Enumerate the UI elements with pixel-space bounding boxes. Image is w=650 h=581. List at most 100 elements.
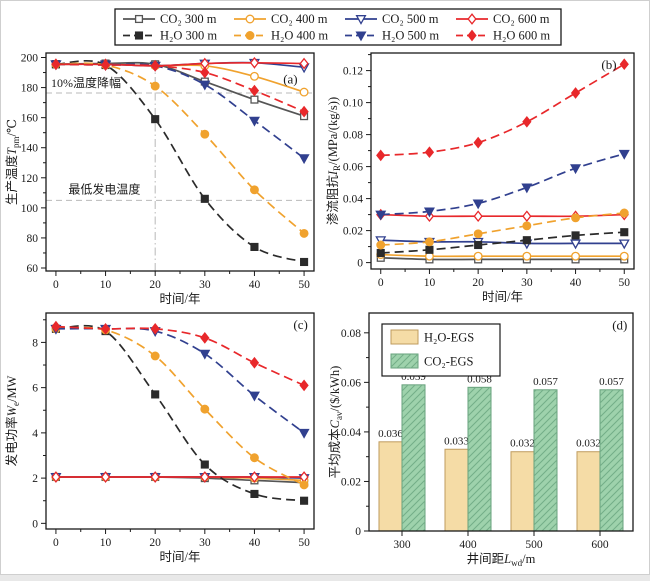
subplot-tag: (d)	[612, 317, 627, 332]
circle-marker	[245, 14, 255, 24]
plot-border	[370, 52, 635, 270]
bar-legend: H₂O-EGS CO₂-EGS	[381, 323, 501, 377]
y-tick-label: 200	[21, 53, 39, 65]
bar-value-label: 0.032	[510, 438, 535, 450]
circle-marker	[571, 251, 581, 261]
diamond-marker	[570, 87, 581, 99]
legend-label: CO₂-EGS	[424, 355, 474, 369]
circle-marker	[249, 71, 259, 81]
diamond-marker	[249, 84, 260, 97]
tri-marker	[618, 149, 630, 160]
legend-entry-CO2_400: CO₂ 400 m	[234, 12, 328, 26]
chart-c: 0 10 20 30 40 50 0 2 4 6 8 时间/年 发电功率We/MW (c)	[4, 312, 315, 564]
x-tick-label: 30	[199, 537, 211, 549]
circle-marker	[376, 240, 386, 250]
series-H2O_300	[51, 59, 309, 267]
legend-entry-CO2_600: CO₂ 600 m	[456, 12, 550, 26]
square-marker	[250, 489, 259, 498]
y-tick-label: 180	[21, 83, 39, 95]
square-marker	[571, 231, 580, 240]
y-tick-label: 6	[32, 383, 38, 395]
diamond-marker	[100, 471, 111, 483]
diamond-marker	[522, 210, 532, 223]
x-tick-label: 30	[199, 279, 211, 291]
y-axis-title: 发电功率We/MW	[4, 375, 21, 466]
series-H2O_600	[51, 58, 309, 118]
x-axis-title: 时间/年	[482, 290, 523, 304]
subplot-tag: (a)	[283, 72, 297, 87]
bar-CO₂-EGS-500: 0.057	[533, 376, 558, 532]
square-marker	[200, 194, 209, 203]
x-tick-label: 40	[570, 277, 582, 289]
square-marker	[300, 257, 309, 267]
series-CO2_300	[51, 472, 309, 487]
legend-label: H₂O 600 m	[493, 29, 550, 43]
square-marker	[620, 228, 629, 237]
y-tick-label: 0.08	[341, 328, 361, 340]
x-tick-label: 20	[149, 279, 161, 291]
legend-entry-CO2_300: CO₂ 300 m	[123, 12, 217, 26]
circle-marker	[619, 208, 629, 218]
square-marker	[134, 14, 144, 24]
legend-label: H₂O 300 m	[160, 29, 217, 43]
square-marker	[151, 115, 160, 124]
diamond-marker	[249, 56, 260, 69]
tri-marker	[298, 154, 310, 165]
circle-marker	[522, 251, 532, 261]
x-tick-label: 50	[298, 537, 310, 549]
diamond-marker	[299, 57, 309, 70]
circle-marker	[150, 81, 160, 91]
y-tick-label: 0	[357, 258, 363, 270]
diamond-marker	[150, 322, 160, 335]
legend-label: CO₂ 300 m	[160, 12, 217, 26]
circle-marker	[200, 129, 210, 139]
tri-marker	[521, 183, 533, 194]
circle-marker	[150, 351, 160, 361]
diamond-marker	[376, 149, 386, 162]
diamond-marker	[473, 210, 483, 223]
diamond-marker	[249, 356, 260, 369]
y-tick-label: 140	[21, 143, 39, 155]
circle-marker	[299, 228, 309, 238]
diamond-marker	[51, 471, 61, 483]
square-marker	[376, 248, 385, 258]
diamond-marker	[200, 471, 210, 483]
legend-label: CO₂ 400 m	[271, 12, 328, 26]
plot-border	[45, 312, 315, 530]
y-tick-label: 60	[27, 263, 39, 275]
square-marker	[522, 236, 531, 245]
diamond-marker	[473, 136, 483, 149]
y-tick-label: 80	[27, 233, 39, 245]
y-tick-label: 0.12	[343, 66, 363, 78]
y-axis-title: 生产温度Tpm/℃	[4, 119, 21, 205]
square-marker	[134, 31, 144, 40]
diamond-marker	[467, 13, 477, 25]
y-tick-label: 0.10	[343, 98, 363, 110]
square-marker	[250, 95, 259, 104]
tri-marker	[570, 164, 582, 175]
x-axis-title: 时间/年	[160, 292, 201, 306]
series-H2O_600	[376, 58, 629, 162]
y-tick-label: 8	[32, 337, 38, 349]
bar-value-label: 0.036	[378, 428, 403, 440]
bar-H₂O-EGS-400: 0.033	[444, 435, 469, 532]
y-tick-label: 0	[32, 518, 38, 530]
x-tick-label: 0	[53, 537, 59, 549]
circle-marker	[522, 221, 532, 231]
circle-marker	[249, 453, 259, 463]
x-tick-label: 10	[100, 279, 112, 291]
circle-marker	[424, 237, 434, 247]
tri-marker	[355, 15, 367, 25]
y-tick-label: 0.06	[341, 377, 361, 389]
diamond-marker	[619, 58, 629, 71]
diamond-marker	[299, 105, 309, 118]
series-CO2_400	[51, 472, 309, 485]
diamond-marker	[100, 59, 111, 71]
diamond-marker	[150, 59, 160, 72]
diamond-marker	[100, 322, 111, 335]
diamond-marker	[424, 146, 435, 159]
